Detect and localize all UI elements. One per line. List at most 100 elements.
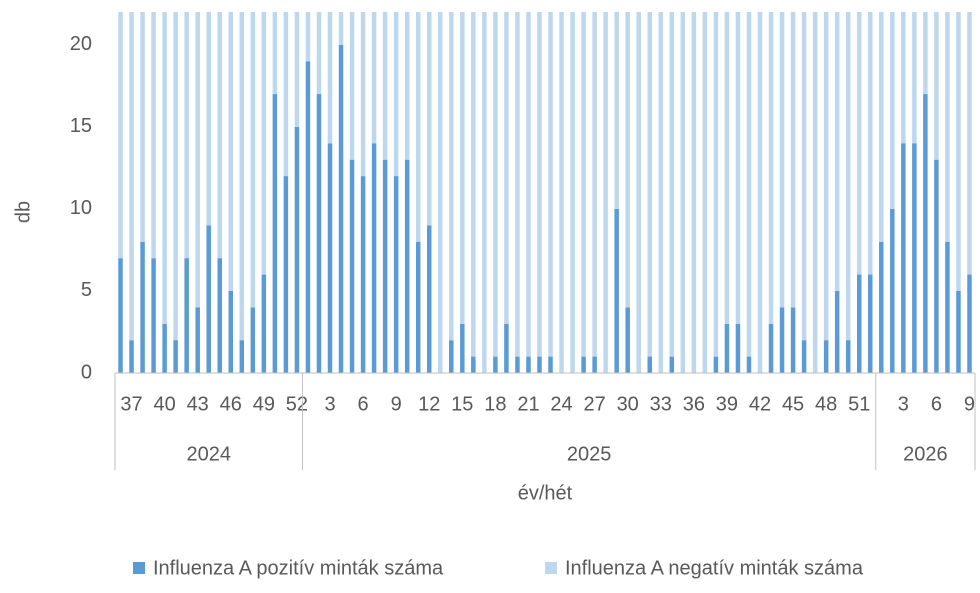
bar-segment [614,12,619,209]
bar-segment [592,12,597,357]
bar-segment [118,258,123,373]
x-tick-label: 30 [617,393,639,415]
bar-segment [250,12,256,308]
bar-segment [890,12,895,209]
bar-segment [471,356,476,373]
bar-segment [713,12,719,357]
bar-segment [349,159,355,373]
bar-segment [162,12,167,324]
bar-segment [151,258,156,373]
bar-segment [912,12,917,144]
bar-segment [691,12,697,373]
legend-swatch [133,562,145,574]
bar-segment [206,12,211,226]
bar-segment [779,12,785,308]
x-tick-label: 43 [187,393,209,415]
bar-segment [239,12,245,341]
bar-segment [801,12,807,341]
bar-segment [415,241,421,373]
bar-segment [371,143,377,373]
x-tick-label: 9 [391,393,402,415]
bar-segment [393,176,399,373]
bar-segment [195,307,200,373]
x-tick-label: 52 [286,393,308,415]
bar-segment [371,12,377,144]
bar-segment [901,12,906,144]
x-tick-label: 15 [451,393,473,415]
bar-segment [680,12,686,373]
y-axis-title: db [12,201,34,223]
bar-segment [438,12,443,373]
bar-segment [382,12,388,160]
bar-segment [856,12,862,275]
plot-area [118,12,972,373]
bar-segment [493,12,498,357]
bar-segment [129,340,134,373]
bar-segment [338,12,344,45]
bar-segment [724,12,730,324]
bar-segment [460,12,465,324]
x-tick-label: 51 [848,393,870,415]
bar-segment [934,12,939,160]
bar-segment [625,12,630,308]
x-tick-label: 39 [716,393,738,415]
y-tick-label: 5 [81,279,92,301]
bar-segment [316,12,322,95]
bar-segment [195,12,200,308]
x-tick-label: 18 [484,393,506,415]
bar-segment [912,143,917,373]
bar-segment [669,12,675,357]
x-tick-label: 12 [418,393,440,415]
year-label: 2026 [903,443,948,465]
bar-segment [393,12,399,177]
bar-segment [261,12,267,275]
bar-segment [316,94,322,373]
bar-segment [548,356,553,373]
bar-segment [934,159,939,373]
bar-segment [217,258,222,373]
bar-segment [757,12,763,373]
bar-segment [647,12,652,357]
bar-segment [713,356,719,373]
x-tick-label: 46 [220,393,242,415]
bar-segment [735,12,741,324]
bar-segment [515,356,520,373]
bar-segment [746,12,752,357]
bar-segment [879,241,884,373]
bar-segment [294,126,300,373]
bar-segment [967,274,972,373]
bar-segment [482,12,487,373]
bar-segment [272,12,278,95]
bar-segment [118,12,123,259]
bar-segment [923,94,928,373]
bar-segment [790,307,796,373]
x-tick-label: 48 [815,393,837,415]
bar-segment [504,12,509,324]
x-tick-label: 37 [120,393,142,415]
bar-segment [845,12,851,341]
bar-segment [834,290,840,373]
bar-segment [493,356,498,373]
bar-segment [426,12,432,226]
bar-segment [471,12,476,357]
bar-segment [636,12,641,373]
legend-swatch [545,562,557,574]
bar-segment [669,356,675,373]
bar-segment [426,225,432,373]
bar-segment [592,356,597,373]
bar-segment [834,12,840,291]
bar-segment [923,12,928,95]
bar-segment [151,12,156,259]
bar-segment [856,274,862,373]
x-tick-label: 42 [749,393,771,415]
bar-segment [515,12,520,357]
bar-segment [217,12,222,259]
bar-segment [239,340,245,373]
bar-segment [526,356,531,373]
bar-segment [327,12,333,144]
bar-segment [283,12,289,177]
bar-segment [283,176,289,373]
x-tick-label: 9 [964,393,975,415]
bar-segment [404,159,410,373]
bar-segment [956,12,961,291]
